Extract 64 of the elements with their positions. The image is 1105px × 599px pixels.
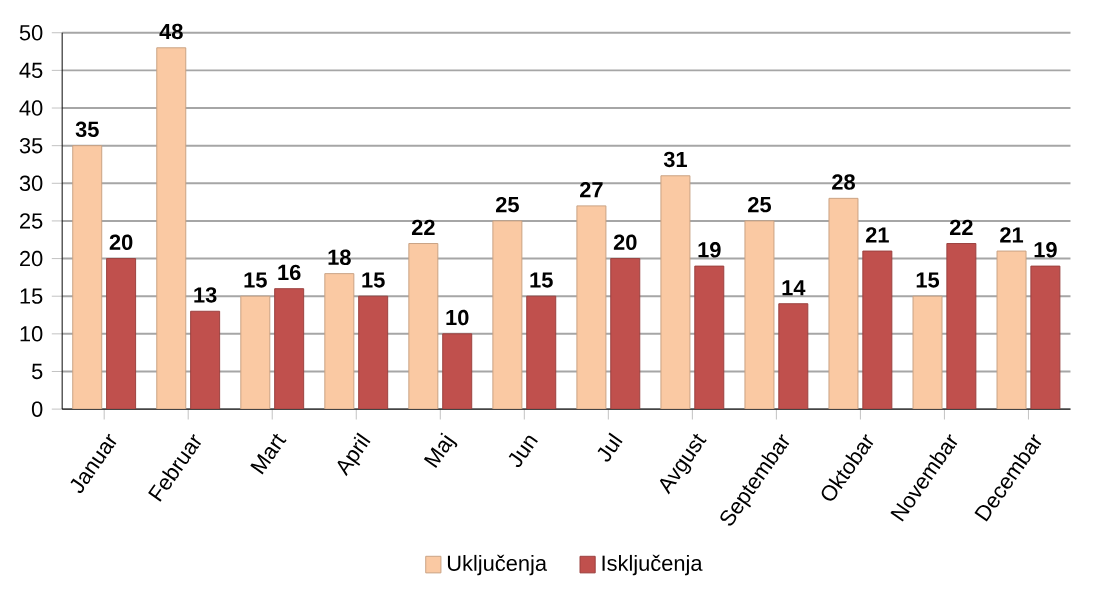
y-tick-label: 40 [19, 100, 43, 116]
bar [694, 265, 725, 410]
legend-label: Isključenja [602, 554, 703, 576]
bar [660, 175, 691, 410]
bar [744, 220, 775, 410]
data-label: 25 [748, 196, 771, 213]
bar [912, 295, 943, 410]
y-tick-label: 35 [19, 137, 43, 154]
data-label: 22 [411, 219, 435, 235]
bar [492, 220, 523, 410]
data-label: 15 [916, 272, 940, 288]
data-label: 48 [159, 23, 183, 40]
data-label: 21 [1000, 227, 1024, 243]
data-label: 15 [530, 272, 553, 288]
x-tick-label: Maj [423, 432, 458, 468]
data-label: 21 [865, 227, 889, 243]
data-label: 15 [362, 272, 385, 288]
bar [946, 243, 977, 410]
y-tick-label: 20 [20, 250, 43, 267]
bar [240, 295, 271, 410]
data-label: 22 [949, 219, 973, 235]
y-tick-label: 10 [20, 326, 43, 342]
data-label: 35 [75, 121, 99, 138]
data-label: 20 [613, 234, 637, 250]
y-tick-label: 5 [31, 363, 43, 380]
data-label: 15 [244, 272, 267, 288]
legend-label: Uključenja [447, 554, 548, 576]
data-label: 25 [495, 196, 519, 213]
y-tick-label: 15 [20, 288, 43, 304]
bar [996, 250, 1027, 410]
data-label: 31 [663, 151, 687, 168]
data-label: 13 [194, 287, 217, 303]
bar [358, 295, 389, 410]
data-label: 16 [278, 264, 301, 281]
bar [72, 145, 103, 410]
bar [828, 197, 859, 410]
bar [526, 295, 557, 410]
data-label: 19 [1034, 242, 1057, 258]
bar [274, 288, 305, 410]
bar [324, 273, 355, 410]
data-label: 28 [832, 174, 855, 190]
y-tick-label: 25 [20, 213, 43, 229]
x-tick-label: Jul [597, 432, 623, 462]
data-label: 20 [109, 234, 133, 250]
y-tick-label: 50 [19, 24, 43, 41]
bar [106, 258, 137, 410]
bar [610, 258, 641, 410]
y-tick-label: 0 [31, 401, 43, 417]
bar [778, 303, 809, 410]
bar [442, 333, 473, 410]
data-label: 19 [698, 242, 721, 258]
x-tick-label: Jun [508, 435, 538, 468]
bar [1030, 265, 1061, 410]
y-tick-label: 45 [19, 62, 43, 78]
bar [408, 243, 439, 410]
bar [862, 250, 893, 410]
bar [156, 47, 187, 410]
y-tick-label: 30 [19, 175, 43, 192]
data-label: 27 [580, 182, 603, 198]
bar [190, 310, 221, 410]
data-label: 14 [782, 280, 806, 296]
data-label: 18 [328, 249, 351, 266]
bar [576, 205, 607, 410]
data-label: 10 [446, 309, 469, 326]
